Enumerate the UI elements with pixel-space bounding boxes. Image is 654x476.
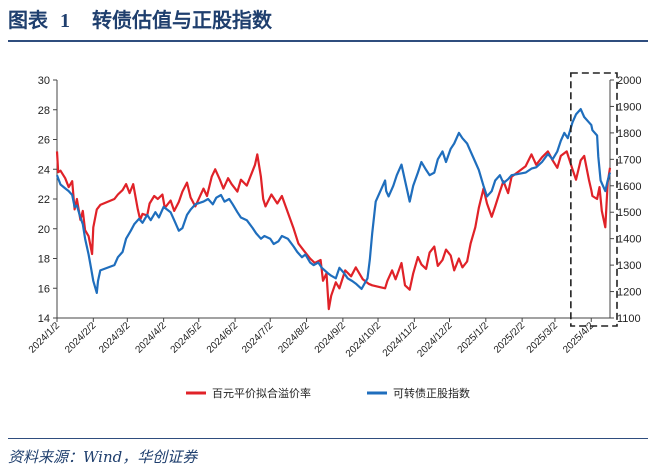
- highlight-box: [570, 72, 618, 327]
- x-tick-label: 2024/9/2: [313, 320, 349, 356]
- x-tick-label: 2024/11/2: [381, 320, 420, 359]
- y-right-tick-label: 1900: [617, 101, 641, 113]
- y-right-tick-label: 1200: [617, 287, 641, 299]
- x-tick-label: 2024/2/2: [63, 320, 99, 356]
- y-left-tick-label: 26: [38, 135, 50, 147]
- y-right-tick-label: 1700: [617, 154, 641, 166]
- y-right-tick-label: 1100: [617, 313, 641, 325]
- y-left-tick-label: 14: [38, 313, 50, 325]
- source-rule: [8, 438, 648, 439]
- y-left-tick-label: 28: [38, 105, 50, 117]
- series-line-index: [55, 108, 612, 294]
- y-left-tick-label: 16: [38, 283, 50, 295]
- y-left-tick-label: 30: [38, 75, 50, 87]
- legend-label-premium: 百元平价拟合溢价率: [212, 386, 311, 400]
- figure-number: 1: [60, 10, 70, 32]
- series-line-premium: [55, 150, 612, 311]
- y-left-tick-label: 22: [38, 194, 50, 206]
- x-tick-label: 2024/1/2: [27, 320, 63, 356]
- chart-series: [55, 72, 618, 327]
- y-left-tick-label: 24: [38, 164, 50, 176]
- x-tick-label: 2024/12/2: [415, 320, 455, 360]
- source-note: 资料来源：Wind，华创证券: [8, 448, 198, 466]
- y-right-tick-label: 1300: [617, 260, 641, 272]
- y-right-tick-label: 1400: [617, 234, 641, 246]
- x-tick-label: 2025/2/2: [492, 320, 528, 356]
- y-right-tick-label: 1800: [617, 128, 641, 140]
- y-left-tick-label: 18: [38, 254, 50, 266]
- x-tick-label: 2024/8/2: [276, 320, 312, 356]
- figure-label: 图表: [8, 8, 48, 32]
- x-tick-label: 2025/1/2: [456, 320, 492, 356]
- y-right-tick-label: 2000: [617, 75, 641, 87]
- x-tick-label: 2024/4/2: [133, 320, 169, 356]
- figure-title-text: 转债估值与正股指数: [92, 8, 272, 32]
- x-tick-label: 2024/5/2: [169, 320, 205, 356]
- figure-title: 图表 1 转债估值与正股指数: [8, 4, 272, 36]
- x-tick-label: 2024/3/2: [97, 320, 133, 356]
- x-tick-label: 2025/3/2: [525, 320, 561, 356]
- y-right-tick-label: 1600: [617, 181, 641, 193]
- chart-axes: 14 16 18 20 22 24 26 28 30 1100 1200 1300 1400 1500 16…: [27, 75, 642, 360]
- x-tick-label: 2024/6/2: [205, 320, 241, 356]
- x-tick-label: 2024/7/2: [240, 320, 276, 356]
- y-right-tick-label: 1500: [617, 207, 641, 219]
- x-tick-label: 2024/10/2: [344, 320, 384, 360]
- title-rule: [8, 40, 648, 42]
- y-left-tick-label: 20: [38, 224, 50, 236]
- chart-legend: 百元平价拟合溢价率 可转债正股指数: [186, 386, 470, 400]
- legend-label-index: 可转债正股指数: [393, 386, 470, 400]
